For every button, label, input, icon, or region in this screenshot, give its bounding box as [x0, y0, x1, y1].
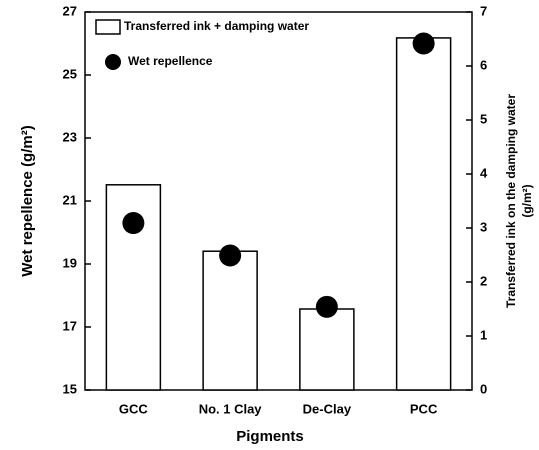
x-tick-label: PCC: [410, 401, 438, 416]
y2-tick-label: 4: [480, 165, 488, 180]
dot: [122, 212, 145, 235]
legend-swatch: [95, 19, 121, 35]
y-axis-label: Wet repellence (g/m²): [19, 125, 36, 276]
bar: [299, 308, 355, 391]
dot: [219, 244, 242, 267]
y-tick-label: 23: [63, 129, 77, 144]
y2-tick-label: 5: [480, 111, 487, 126]
x-tick-label: De-Clay: [303, 401, 352, 416]
dot: [315, 295, 338, 318]
y2-tick-label: 3: [480, 219, 487, 234]
y2-tick-label: 0: [480, 381, 487, 396]
legend-label: Wet repellence: [128, 54, 213, 68]
dot: [412, 32, 435, 55]
y-tick-label: 15: [63, 381, 77, 396]
y-tick-label: 19: [63, 255, 77, 270]
y2-tick-label: 6: [480, 57, 487, 72]
y2-tick-label: 7: [480, 3, 487, 18]
y-tick-label: 21: [63, 192, 77, 207]
x-tick-label: No. 1 Clay: [199, 401, 263, 416]
y2-axis-label: (g/m²): [520, 184, 534, 217]
x-tick-label: GCC: [119, 401, 149, 416]
y-tick-label: 25: [63, 66, 77, 81]
y-tick-label: 17: [63, 318, 77, 333]
bar: [202, 250, 258, 391]
y2-tick-label: 1: [480, 327, 487, 342]
legend-label: Transferred ink + damping water: [124, 19, 309, 33]
y2-axis-label: Transferred ink on the damping water: [504, 94, 518, 308]
y2-tick-label: 2: [480, 273, 487, 288]
legend-swatch: [105, 54, 121, 70]
y-tick-label: 27: [63, 3, 77, 18]
bar: [395, 37, 452, 391]
x-axis-label: Pigments: [236, 428, 304, 445]
